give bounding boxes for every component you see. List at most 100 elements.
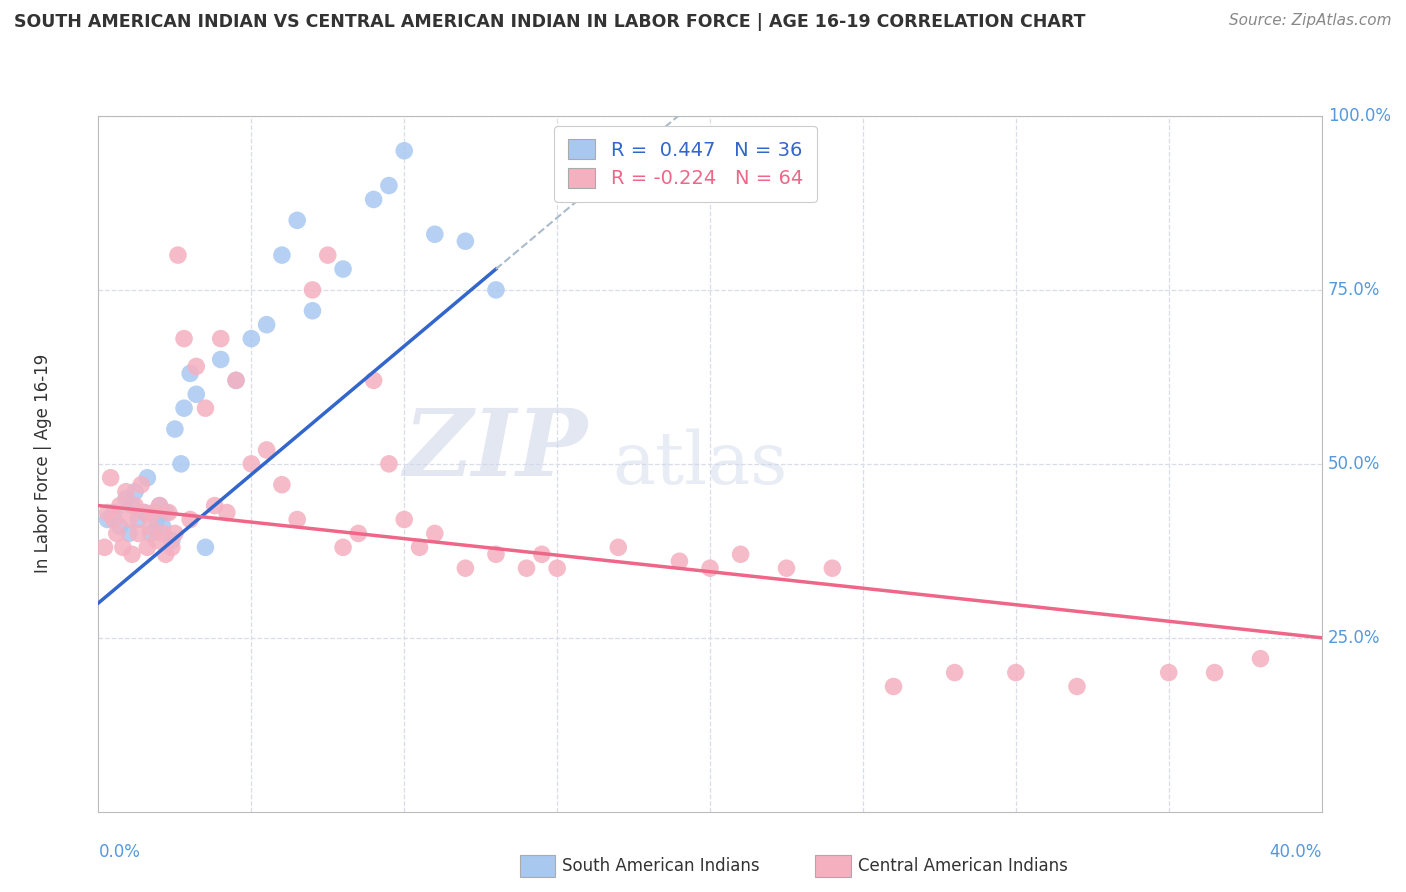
- Point: [378, 178, 401, 193]
- Point: [160, 541, 183, 555]
- Point: [408, 541, 430, 555]
- Point: [103, 506, 125, 520]
- Point: [775, 561, 797, 575]
- Point: [149, 499, 172, 513]
- Point: [108, 519, 131, 533]
- Point: [155, 547, 177, 561]
- Point: [1250, 651, 1272, 665]
- Text: 25.0%: 25.0%: [1327, 629, 1381, 647]
- Point: [129, 477, 152, 491]
- Point: [97, 506, 120, 520]
- Text: Central American Indians: Central American Indians: [858, 857, 1067, 875]
- Point: [285, 213, 308, 227]
- Point: [152, 519, 174, 533]
- Point: [173, 332, 195, 346]
- Point: [186, 359, 208, 374]
- Point: [256, 318, 278, 332]
- Point: [1204, 665, 1226, 680]
- Text: South American Indians: South American Indians: [562, 857, 761, 875]
- Point: [730, 547, 752, 561]
- Point: [285, 512, 308, 526]
- Point: [546, 561, 568, 575]
- Text: 100.0%: 100.0%: [1327, 107, 1391, 125]
- Point: [454, 561, 477, 575]
- Point: [136, 471, 159, 485]
- Point: [270, 477, 294, 491]
- Text: SOUTH AMERICAN INDIAN VS CENTRAL AMERICAN INDIAN IN LABOR FORCE | AGE 16-19 CORR: SOUTH AMERICAN INDIAN VS CENTRAL AMERICA…: [14, 13, 1085, 31]
- Point: [134, 506, 156, 520]
- Point: [1157, 665, 1180, 680]
- Point: [668, 554, 690, 568]
- Point: [186, 387, 208, 401]
- Point: [152, 526, 174, 541]
- Point: [516, 561, 538, 575]
- Point: [423, 526, 446, 541]
- Point: [215, 506, 238, 520]
- Text: ZIP: ZIP: [404, 405, 588, 495]
- Point: [270, 248, 294, 262]
- Text: 0.0%: 0.0%: [98, 843, 141, 861]
- Point: [530, 547, 553, 561]
- Point: [316, 248, 339, 262]
- Point: [363, 373, 385, 387]
- Point: [332, 262, 354, 277]
- Point: [485, 547, 508, 561]
- Point: [118, 512, 141, 526]
- Point: [115, 491, 138, 506]
- Point: [124, 499, 146, 513]
- Point: [170, 457, 193, 471]
- Point: [163, 422, 186, 436]
- Point: [332, 541, 354, 555]
- Point: [163, 526, 186, 541]
- Point: [149, 499, 172, 513]
- Point: [127, 526, 149, 541]
- Point: [1004, 665, 1026, 680]
- Text: Source: ZipAtlas.com: Source: ZipAtlas.com: [1229, 13, 1392, 29]
- Point: [347, 526, 370, 541]
- Point: [134, 506, 156, 520]
- Point: [121, 547, 143, 561]
- Point: [118, 526, 141, 541]
- Legend: R =  0.447   N = 36, R = -0.224   N = 64: R = 0.447 N = 36, R = -0.224 N = 64: [554, 126, 817, 202]
- Point: [142, 506, 165, 520]
- Point: [209, 352, 232, 367]
- Point: [392, 144, 416, 158]
- Point: [108, 499, 131, 513]
- Point: [100, 471, 122, 485]
- Point: [167, 248, 190, 262]
- Text: In Labor Force | Age 16-19: In Labor Force | Age 16-19: [34, 354, 52, 574]
- Point: [225, 373, 247, 387]
- Point: [124, 484, 146, 499]
- Point: [139, 519, 162, 533]
- Point: [204, 499, 226, 513]
- Point: [155, 506, 177, 520]
- Point: [179, 512, 201, 526]
- Point: [240, 457, 263, 471]
- Point: [423, 227, 446, 242]
- Text: atlas: atlas: [612, 428, 787, 500]
- Point: [194, 401, 217, 416]
- Point: [454, 234, 477, 248]
- Text: 50.0%: 50.0%: [1327, 455, 1381, 473]
- Point: [1066, 680, 1088, 694]
- Point: [392, 512, 416, 526]
- Point: [240, 332, 263, 346]
- Point: [160, 533, 183, 548]
- Point: [111, 541, 134, 555]
- Point: [115, 484, 138, 499]
- Point: [173, 401, 195, 416]
- Point: [97, 512, 120, 526]
- Point: [127, 512, 149, 526]
- Point: [93, 541, 115, 555]
- Point: [363, 193, 385, 207]
- Point: [301, 283, 323, 297]
- Point: [256, 442, 278, 457]
- Point: [145, 533, 167, 548]
- Text: 75.0%: 75.0%: [1327, 281, 1381, 299]
- Point: [105, 526, 128, 541]
- Point: [943, 665, 966, 680]
- Point: [157, 506, 180, 520]
- Point: [821, 561, 844, 575]
- Point: [139, 526, 162, 541]
- Point: [179, 367, 201, 381]
